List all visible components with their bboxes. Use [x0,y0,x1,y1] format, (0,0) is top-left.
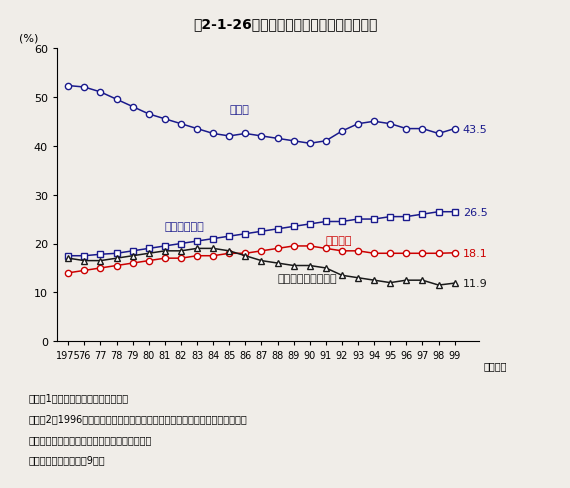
Text: 26.5: 26.5 [463,207,487,217]
Text: 注）　1．自然科学のみの値である。: 注） 1．自然科学のみの値である。 [28,393,129,403]
Text: 18.1: 18.1 [463,248,487,258]
Text: 資料：総務省統計局「科学技術研究調査報告」: 資料：総務省統計局「科学技術研究調査報告」 [28,434,152,444]
Text: 11.9: 11.9 [463,279,487,288]
Text: （年度）: （年度） [483,361,507,370]
Text: (%): (%) [19,33,38,43]
Text: （参照：付属資料（9））: （参照：付属資料（9）） [28,454,105,464]
Text: 原材料費: 原材料費 [326,235,352,245]
Text: その他の経費: その他の経費 [165,222,205,232]
Text: 43.5: 43.5 [463,124,487,134]
Text: 有形固定資産購入費: 有形固定資産購入費 [278,273,337,283]
Text: 第2-1-26図　研究費の費目別構成比の推移: 第2-1-26図 研究費の費目別構成比の推移 [193,17,377,31]
Text: 2．1996年度よりソフトウェア業が新たに調査対象業種となっている。: 2．1996年度よりソフトウェア業が新たに調査対象業種となっている。 [28,413,247,423]
Text: 人件費: 人件費 [229,105,249,115]
